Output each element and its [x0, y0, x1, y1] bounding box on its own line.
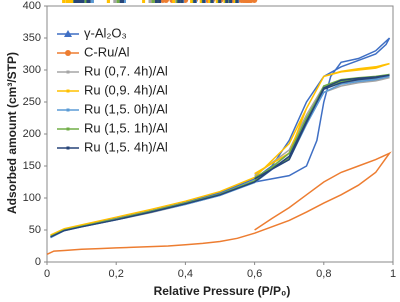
legend-marker	[66, 89, 70, 93]
legend-label: γ-Al₂O₃	[84, 25, 127, 40]
x-tick-label: 0,8	[316, 268, 331, 280]
marker	[142, 0, 146, 3]
marker	[116, 0, 120, 3]
series-line	[46, 151, 392, 255]
y-tick-label: 350	[23, 32, 41, 44]
marker	[76, 0, 80, 3]
legend-marker	[65, 50, 71, 56]
marker	[86, 0, 90, 3]
marker	[218, 0, 222, 3]
x-tick-label: 0,4	[178, 268, 193, 280]
y-tick-label: 0	[35, 256, 41, 268]
marker	[180, 0, 184, 3]
legend-marker	[64, 30, 72, 37]
marker	[65, 0, 69, 3]
marker	[81, 0, 85, 3]
marker	[190, 0, 194, 3]
marker	[106, 0, 110, 3]
legend-label: Ru (0,7. 4h)/Al	[84, 63, 168, 78]
legend-label: Ru (1,5. 0h)/Al	[84, 101, 168, 116]
series-line	[50, 73, 390, 238]
y-tick-label: 250	[23, 96, 41, 108]
marker	[120, 0, 124, 3]
marker	[62, 0, 66, 3]
marker	[151, 0, 155, 3]
marker	[202, 0, 206, 3]
legend-marker	[66, 108, 70, 112]
y-axis-label: Adsorbed amount (cm³/STP)	[5, 52, 19, 214]
legend-marker	[66, 127, 70, 131]
legend-label: Ru (0,9. 4h)/Al	[84, 82, 168, 97]
marker	[113, 0, 117, 3]
marker	[69, 0, 73, 3]
series-line	[50, 62, 390, 236]
y-tick-label: 400	[23, 0, 41, 12]
marker	[148, 0, 152, 3]
marker	[67, 0, 71, 3]
x-axis-label: Relative Pressure (P/P₀)	[154, 284, 291, 298]
series-line	[50, 74, 390, 238]
y-tick-label: 150	[23, 160, 41, 172]
x-tick-label: 0	[44, 268, 50, 280]
marker	[172, 0, 176, 3]
y-tick-label: 50	[29, 224, 41, 236]
marker	[215, 0, 219, 3]
marker	[229, 0, 233, 3]
marker	[208, 0, 212, 3]
marker	[225, 0, 229, 3]
x-tick-label: 0,2	[109, 268, 124, 280]
marker	[193, 0, 197, 3]
marker	[163, 0, 169, 3]
legend-marker	[66, 70, 70, 74]
marker	[78, 0, 82, 3]
marker	[122, 0, 126, 3]
marker	[199, 0, 203, 3]
x-tick-label: 1	[390, 268, 396, 280]
y-tick-label: 100	[23, 192, 41, 204]
legend-label: Ru (1,5. 1h)/Al	[84, 120, 168, 135]
marker	[84, 0, 88, 3]
marker	[154, 0, 158, 3]
legend-label: Ru (1,5. 4h)/Al	[84, 139, 168, 154]
marker	[177, 0, 181, 3]
marker	[210, 0, 214, 3]
marker	[73, 0, 77, 3]
marker	[174, 0, 178, 3]
y-tick-label: 300	[23, 64, 41, 76]
marker	[235, 0, 239, 3]
plot-frame	[46, 5, 394, 263]
legend-marker	[66, 146, 70, 150]
x-tick-label: 0,6	[247, 268, 262, 280]
marker	[90, 0, 94, 3]
legend-label: C-Ru/Al	[84, 44, 130, 59]
marker	[158, 0, 162, 3]
y-tick-label: 200	[23, 128, 41, 140]
